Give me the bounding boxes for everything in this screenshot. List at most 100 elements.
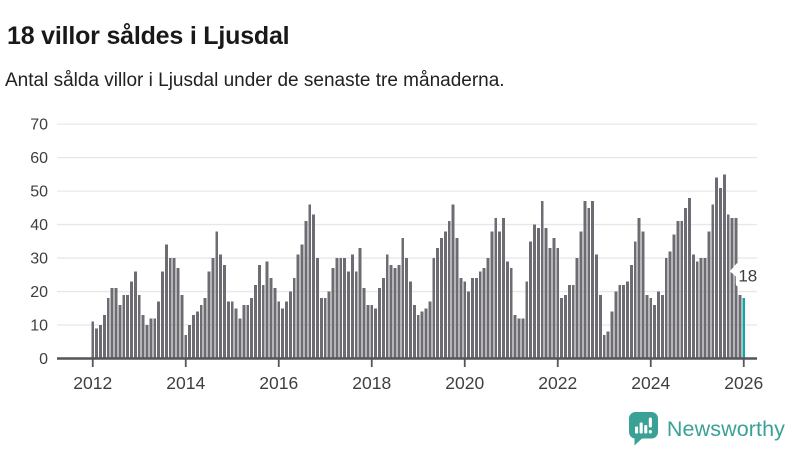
bar xyxy=(339,258,343,359)
bar xyxy=(149,318,153,359)
bar xyxy=(544,227,548,359)
bar xyxy=(335,258,339,359)
bar xyxy=(164,244,168,359)
bar xyxy=(548,248,552,359)
bar xyxy=(230,301,234,359)
bar xyxy=(157,301,161,359)
bar xyxy=(451,204,455,359)
bar xyxy=(312,214,316,359)
bar xyxy=(192,314,195,359)
bar xyxy=(509,268,513,359)
annotation-bg xyxy=(735,262,761,287)
y-axis-tick-label: 0 xyxy=(39,351,48,368)
bar xyxy=(633,241,637,359)
x-axis-tick-label: 2018 xyxy=(352,373,391,393)
bar xyxy=(653,304,657,359)
bar xyxy=(114,288,118,359)
bar xyxy=(719,187,722,359)
bar xyxy=(397,264,401,359)
bar xyxy=(234,308,238,359)
bar xyxy=(343,258,347,359)
bar xyxy=(331,268,335,359)
bar xyxy=(389,264,393,359)
bar xyxy=(257,264,261,359)
bar xyxy=(715,177,719,359)
bar xyxy=(579,231,583,359)
bar xyxy=(354,271,358,359)
bar xyxy=(618,284,622,359)
bar xyxy=(211,258,215,359)
bar xyxy=(626,281,629,359)
bar xyxy=(606,331,610,359)
bar xyxy=(645,294,649,359)
bar xyxy=(95,328,99,359)
y-axis-tick-label: 50 xyxy=(30,184,48,201)
brand-name: Newsworthy xyxy=(666,416,785,441)
bar xyxy=(436,248,440,359)
x-axis-tick-label: 2026 xyxy=(724,373,763,393)
bar xyxy=(691,254,695,359)
bar xyxy=(145,325,149,359)
x-axis-tick-label: 2022 xyxy=(538,373,577,393)
highlighted-bar-latest xyxy=(742,298,746,359)
annotation-pointer xyxy=(729,263,737,278)
bar xyxy=(133,271,137,359)
bar xyxy=(358,248,362,359)
bar xyxy=(471,278,474,359)
y-axis-tick-label: 70 xyxy=(30,117,48,134)
bar xyxy=(552,237,556,359)
bar xyxy=(246,304,250,359)
bar xyxy=(699,258,703,359)
bar xyxy=(649,298,653,359)
bar xyxy=(161,271,164,359)
bar xyxy=(556,248,560,359)
bar xyxy=(195,311,199,359)
bar xyxy=(199,304,203,359)
bar xyxy=(242,304,246,359)
bar xyxy=(560,298,564,359)
bar xyxy=(521,318,525,359)
bar xyxy=(385,254,389,359)
bar xyxy=(722,174,726,359)
bar xyxy=(641,231,645,359)
bar xyxy=(219,254,223,359)
bar xyxy=(564,294,567,359)
bar xyxy=(137,294,141,359)
bar xyxy=(738,294,742,359)
bar xyxy=(412,304,416,359)
y-axis-tick-label: 40 xyxy=(30,217,48,234)
bar xyxy=(703,258,707,359)
bar xyxy=(726,214,730,359)
bar xyxy=(223,264,226,359)
bar xyxy=(614,291,618,359)
y-axis-tick-label: 60 xyxy=(30,150,48,167)
bar xyxy=(172,258,176,359)
bar xyxy=(455,237,459,359)
bar xyxy=(657,291,660,359)
bar xyxy=(277,301,281,359)
bar xyxy=(381,278,385,359)
bar xyxy=(513,314,517,359)
bar xyxy=(327,291,331,359)
bar xyxy=(215,231,219,359)
bar xyxy=(684,207,688,359)
bar xyxy=(207,271,211,359)
bar xyxy=(571,284,575,359)
newsworthy-logo: Newsworthy xyxy=(628,412,785,446)
bar xyxy=(695,261,699,359)
bar xyxy=(370,304,374,359)
bar xyxy=(296,254,300,359)
bar xyxy=(126,294,130,359)
bar xyxy=(226,301,230,359)
bar xyxy=(529,241,533,359)
bar xyxy=(180,294,184,359)
bar xyxy=(587,207,591,359)
bar xyxy=(141,314,145,359)
bar xyxy=(734,217,738,359)
bar xyxy=(184,335,188,359)
bar xyxy=(304,221,308,359)
bar xyxy=(118,304,122,359)
bar xyxy=(269,278,273,359)
bar xyxy=(254,284,257,359)
bar xyxy=(238,318,242,359)
